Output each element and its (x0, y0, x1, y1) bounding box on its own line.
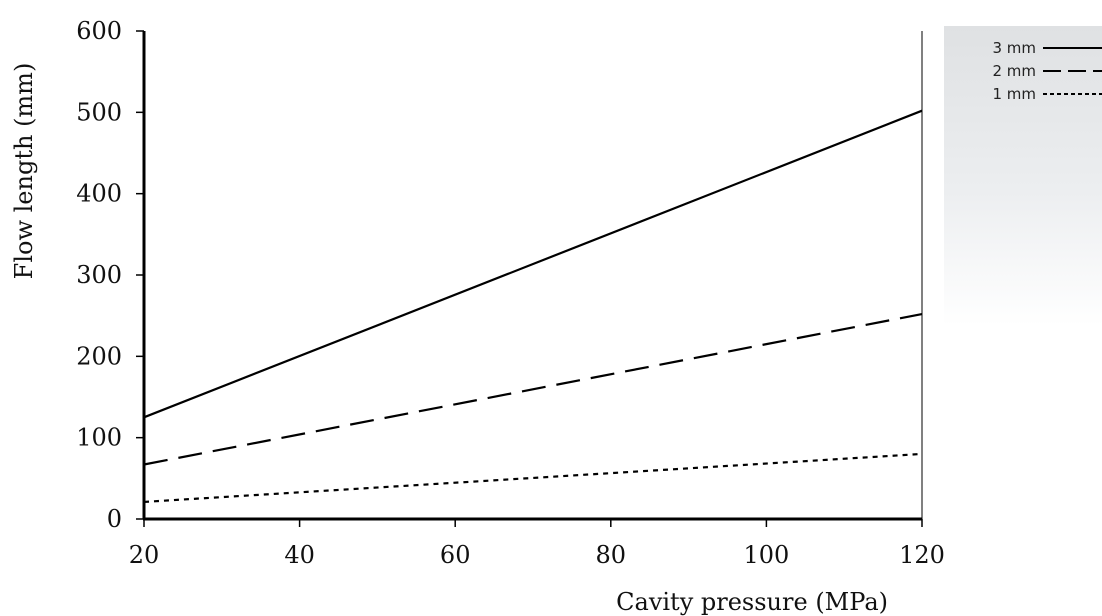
legend: 3 mm 2 mm 1 mm (992, 39, 1102, 103)
legend-label-1-mm: 1 mm (992, 85, 1036, 103)
y-tick-label: 0 (107, 505, 122, 533)
y-tick-label: 400 (76, 180, 122, 208)
y-tick-label: 200 (76, 342, 122, 370)
y-tick-label: 500 (76, 98, 122, 126)
ticks-layer: 20 40 60 80 100 120 0 100 200 300 400 500 600 (76, 17, 945, 569)
y-tick-label: 100 (76, 424, 122, 452)
y-axis-title: Flow length (mm) (10, 63, 38, 280)
series-layer (143, 109, 923, 504)
series-line-1-mm (143, 452, 923, 504)
x-tick-label: 120 (899, 541, 945, 569)
x-tick-label: 60 (440, 541, 471, 569)
x-tick-label: 20 (129, 541, 160, 569)
legend-label-3-mm: 3 mm (992, 39, 1036, 57)
x-axis-title: Cavity pressure (MPa) (616, 588, 888, 616)
x-tick-label: 40 (284, 541, 315, 569)
y-tick-label: 300 (76, 261, 122, 289)
legend-label-2-mm: 2 mm (992, 62, 1036, 80)
series-line-3-mm (143, 109, 923, 419)
x-tick-label: 80 (596, 541, 627, 569)
y-tick-label: 600 (76, 17, 122, 45)
legend-background (944, 26, 1102, 326)
series-line-2-mm (143, 312, 923, 466)
x-tick-label: 100 (743, 541, 789, 569)
